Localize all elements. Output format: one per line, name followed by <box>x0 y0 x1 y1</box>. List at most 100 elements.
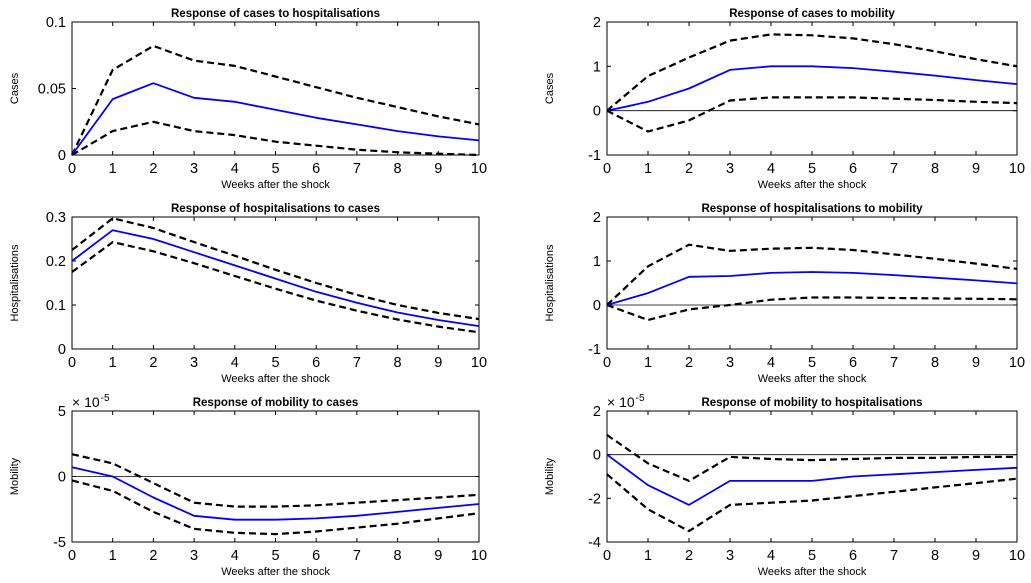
x-tick-label: 4 <box>767 548 775 564</box>
x-axis-label: Weeks after the shock <box>758 566 867 578</box>
x-tick-label: 6 <box>312 548 320 564</box>
y-tick-label: 0 <box>593 104 601 120</box>
x-tick-label: 5 <box>271 161 279 177</box>
y-tick-label: -2 <box>588 491 601 507</box>
x-tick-label: 1 <box>109 161 117 177</box>
plot-frame <box>606 216 1018 350</box>
y-tick-label: 2 <box>593 210 601 226</box>
x-tick-label: 4 <box>231 548 239 564</box>
y-tick-label: 0 <box>58 470 66 486</box>
y-tick-label: 2 <box>593 15 601 31</box>
confidence-band-upper-line <box>71 44 480 156</box>
x-tick-label: 5 <box>271 355 279 371</box>
y-tick-label: 1 <box>593 254 601 270</box>
confidence-band-upper-line <box>606 243 1018 306</box>
x-tick-label: 7 <box>890 548 898 564</box>
y-tick-label: 0 <box>58 148 66 164</box>
chart-title: Response of cases to mobility <box>729 8 895 20</box>
confidence-band-upper-line <box>606 33 1018 112</box>
y-tick-label: 0 <box>593 298 601 314</box>
y-tick-label: 0.05 <box>38 82 66 98</box>
x-tick-label: 1 <box>109 355 117 371</box>
x-tick-label: 2 <box>149 161 157 177</box>
y-axis-label: Cases <box>544 72 556 104</box>
x-tick-label: 1 <box>644 355 652 371</box>
x-tick-label: 8 <box>394 161 402 177</box>
x-axis-label: Weeks after the shock <box>221 566 330 578</box>
multiplier-base: × 10 <box>72 394 100 410</box>
x-tick-label: 10 <box>471 161 487 177</box>
x-tick-label: 7 <box>353 355 361 371</box>
x-tick-label: 2 <box>149 548 157 564</box>
x-tick-label: 0 <box>68 548 76 564</box>
x-tick-label: 5 <box>271 548 279 564</box>
plot-frame <box>606 21 1018 156</box>
x-tick-label: 8 <box>394 548 402 564</box>
y-tick-label: 0 <box>58 342 66 358</box>
x-tick-label: 2 <box>149 355 157 371</box>
x-tick-label: 9 <box>434 548 442 564</box>
x-tick-label: 0 <box>603 161 611 177</box>
x-tick-label: 8 <box>931 161 939 177</box>
plot-frame <box>71 21 480 156</box>
x-tick-label: 0 <box>603 355 611 371</box>
chart-title: Response of cases to hospitalisations <box>171 8 380 20</box>
x-tick-label: 8 <box>394 355 402 371</box>
plot-frame <box>71 216 480 350</box>
x-tick-label: 6 <box>849 355 857 371</box>
x-tick-label: 3 <box>726 548 734 564</box>
multiplier-exponent: -5 <box>636 393 645 404</box>
x-tick-label: 10 <box>1009 548 1025 564</box>
x-tick-label: 0 <box>68 355 76 371</box>
x-tick-label: 5 <box>808 355 816 371</box>
x-axis-label: Weeks after the shock <box>221 179 330 191</box>
y-tick-label: 5 <box>58 404 66 420</box>
y-axis-label: Cases <box>9 72 21 104</box>
y-axis-label: Hospitalisations <box>544 244 556 322</box>
estimate-line <box>71 466 480 521</box>
x-tick-label: 6 <box>849 548 857 564</box>
y-axis-label: Mobility <box>9 457 21 495</box>
x-tick-label: 3 <box>190 161 198 177</box>
confidence-band-lower-line <box>71 120 480 157</box>
x-tick-label: 7 <box>353 161 361 177</box>
x-tick-label: 10 <box>1009 355 1025 371</box>
x-tick-label: 7 <box>890 355 898 371</box>
x-tick-label: 2 <box>685 548 693 564</box>
chart-title: Response of hospitalisations to mobility <box>701 203 923 215</box>
x-tick-label: 4 <box>231 355 239 371</box>
x-tick-label: 0 <box>68 161 76 177</box>
confidence-band-upper-line <box>71 453 480 508</box>
x-tick-label: 9 <box>434 355 442 371</box>
chart-title: Response of mobility to hospitalisations <box>701 397 922 409</box>
x-tick-label: 1 <box>644 548 652 564</box>
x-tick-label: 0 <box>603 548 611 564</box>
y-tick-label: -1 <box>588 148 601 164</box>
x-tick-label: 5 <box>808 161 816 177</box>
y-axis-label: Hospitalisations <box>9 244 21 322</box>
confidence-band-lower-line <box>71 241 480 334</box>
x-tick-label: 4 <box>767 355 775 371</box>
y-tick-label: 2 <box>593 404 601 420</box>
x-tick-label: 9 <box>972 355 980 371</box>
y-tick-label: -5 <box>53 535 66 551</box>
y-tick-label: 0.1 <box>46 15 66 31</box>
x-axis-label: Weeks after the shock <box>758 373 867 385</box>
x-tick-label: 10 <box>471 548 487 564</box>
y-tick-label: -1 <box>588 342 601 358</box>
x-tick-label: 9 <box>972 548 980 564</box>
x-tick-label: 10 <box>1009 161 1025 177</box>
y-axis-label: Mobility <box>544 457 556 495</box>
confidence-band-lower-line <box>606 296 1018 322</box>
estimate-line <box>606 453 1018 506</box>
x-tick-label: 4 <box>231 161 239 177</box>
estimate-line <box>71 229 480 327</box>
y-tick-label: 0.1 <box>46 298 66 314</box>
confidence-band-upper-line <box>606 434 1017 482</box>
x-axis-label: Weeks after the shock <box>758 179 867 191</box>
chart-panel-3: 0 1 2 3 4 5 6 7 8 9 10 0 0.1 0.2 0.3 Response of hospit… <box>9 203 487 385</box>
y-tick-label: 0 <box>593 448 601 464</box>
